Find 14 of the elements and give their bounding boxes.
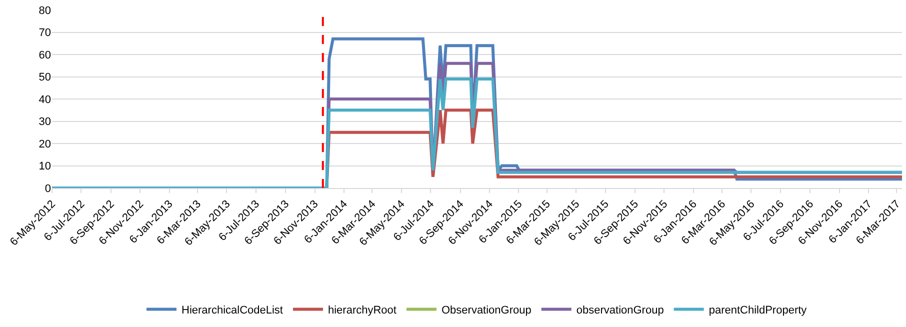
legend-label: hierarchyRoot (328, 304, 396, 317)
y-tick-label: 50 (38, 72, 51, 84)
y-tick-label: 10 (38, 160, 51, 173)
legend-label: HierarchicalCodeList (182, 304, 283, 317)
y-tick-label: 80 (38, 4, 51, 17)
y-tick-label: 30 (38, 116, 51, 128)
y-tick-label: 40 (38, 94, 51, 106)
y-tick-label: 0 (44, 182, 51, 195)
y-tick-label: 20 (38, 138, 51, 150)
legend-label: parentChildProperty (708, 304, 808, 317)
legend-label: ObservationGroup (441, 304, 532, 317)
y-tick-label: 70 (38, 27, 51, 40)
y-tick-label: 60 (38, 49, 51, 62)
legend-label: observationGroup (576, 304, 664, 317)
